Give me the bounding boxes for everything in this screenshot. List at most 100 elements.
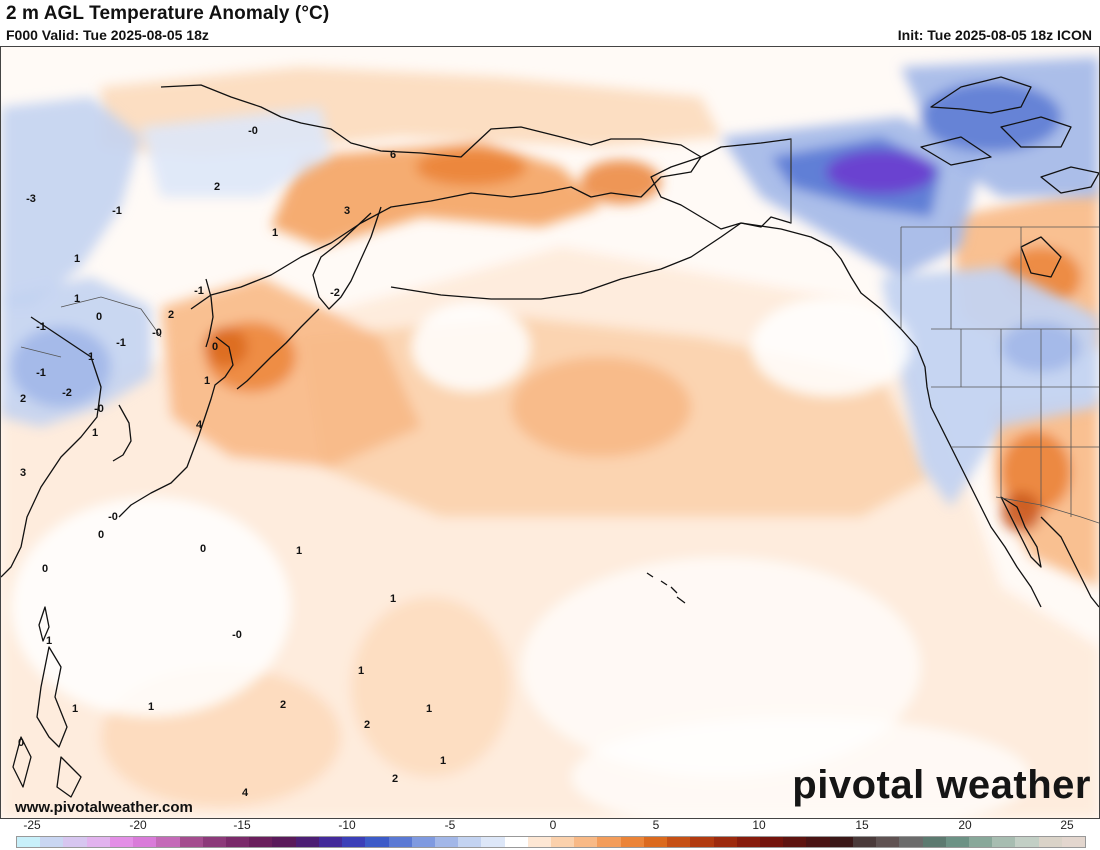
cool-field-northeast-asia (1, 97, 141, 307)
colorbar-swatch (156, 837, 180, 847)
coast-china (1, 316, 102, 578)
coast-hudson (1020, 236, 1062, 278)
coast-korea (112, 404, 132, 462)
cool-peak-yukon (826, 150, 936, 194)
anomaly-map (1, 57, 1099, 818)
colorbar-swatch (434, 837, 459, 847)
colorbar-swatch (690, 837, 714, 847)
colorbar-swatch (806, 837, 830, 847)
colorbar-swatch (597, 837, 621, 847)
coast-taiwan (38, 606, 50, 642)
colorbar-swatch (1015, 837, 1039, 847)
warm-core-hokkaido (204, 327, 248, 367)
colorbar-swatch (17, 837, 41, 847)
warm-core-sw-us (1001, 432, 1071, 512)
neutral-gulf-alaska (751, 297, 911, 397)
coast-kamchatka (312, 206, 382, 310)
coast-kurils (236, 308, 320, 390)
border-us-mexico (995, 496, 1099, 524)
coastlines (1, 76, 1099, 798)
colorbar-scale (16, 836, 1086, 848)
colorbar-swatch (225, 837, 250, 847)
pivotal-weather-logo: pivotal weather (792, 763, 1091, 807)
colorbar-tick-label: 25 (1060, 818, 1074, 832)
colorbar-swatch (713, 837, 737, 847)
neutral-north-pacific (411, 302, 531, 392)
warm-core-mexico (1001, 492, 1041, 532)
border-asia (20, 296, 162, 358)
colorbar-swatch (1061, 837, 1086, 847)
colorbar-swatch (133, 837, 157, 847)
coast-canadian-arctic (920, 76, 1099, 194)
anomaly-shading (1, 57, 1099, 818)
colorbar-swatch (295, 837, 319, 847)
map-title: 2 m AGL Temperature Anomaly (°C) (6, 3, 330, 24)
colorbar-swatch (272, 837, 296, 847)
cool-core-canadian-arctic (921, 82, 1061, 152)
colorbar-tick-label: 0 (549, 818, 557, 832)
colorbar-swatch (202, 837, 226, 847)
colorbar-swatch (481, 837, 505, 847)
colorbar-tick-label: 10 (752, 818, 766, 832)
colorbar-swatch (899, 837, 923, 847)
map-header: 2 m AGL Temperature Anomaly (°C) F000 Va… (0, 0, 1100, 46)
colorbar-swatch (86, 837, 110, 847)
colorbar-swatch (643, 837, 668, 847)
cool-field-arctic-asia (141, 107, 331, 197)
valid-time: F000 Valid: Tue 2025-08-05 18z (6, 27, 209, 43)
coast-mexico (1040, 516, 1099, 608)
colorbar-swatch (318, 837, 343, 847)
init-time: Init: Tue 2025-08-05 18z ICON (897, 27, 1092, 43)
coast-baja (1000, 496, 1042, 568)
colorbar-swatch (40, 837, 64, 847)
coast-sakhalin (205, 278, 214, 348)
colorbar-swatch (922, 837, 946, 847)
colorbar-swatch (945, 837, 969, 847)
colorbar-swatch (852, 837, 877, 847)
colorbar-swatch (527, 837, 552, 847)
colorbar-swatch (63, 837, 87, 847)
warm-core-central (511, 357, 691, 457)
border-us-states (931, 329, 1099, 517)
colorbar-swatch (760, 837, 784, 847)
warm-core-siberia (416, 149, 526, 185)
colorbar-swatch (1038, 837, 1062, 847)
colorbar-swatch (992, 837, 1016, 847)
coast-gulf-alaska (740, 222, 1042, 608)
colorbar-legend: -25 -20 -15 -10 -5 0 5 10 15 20 25 (16, 818, 1086, 850)
colorbar-tick-label: 15 (855, 818, 869, 832)
colorbar-tick-label: -20 (129, 818, 147, 832)
cool-core-china (11, 327, 111, 407)
colorbar-swatch (551, 837, 575, 847)
colorbar-swatch (365, 837, 389, 847)
political-borders (20, 139, 1099, 524)
coast-hawaii (646, 572, 686, 604)
site-url[interactable]: www.pivotalweather.com (15, 799, 193, 816)
map-panel: -0 6 2 -3 -1 3 1 1 1 -2 -1 0 -0 -1 2 1 0 -1 -1 -2 1 -0 1 2 4 3 -0 0… (0, 46, 1100, 819)
colorbar-tick-label: -5 (444, 818, 456, 832)
colorbar-swatch (783, 837, 807, 847)
colorbar-tick-label: -10 (338, 818, 356, 832)
colorbar-swatch (179, 837, 203, 847)
colorbar-tick-label: -15 (233, 818, 251, 832)
colorbar-swatch (342, 837, 366, 847)
colorbar-swatch (620, 837, 644, 847)
warm-core-chukotka (581, 160, 661, 204)
colorbar-tick-label: -25 (23, 818, 41, 832)
colorbar-swatch (829, 837, 853, 847)
colorbar-tick-label: 20 (958, 818, 972, 832)
coast-aleutians (390, 222, 742, 300)
colorbar-swatch (667, 837, 691, 847)
colorbar-tick-label: 5 (652, 818, 660, 832)
neutral-southeast (571, 717, 1031, 818)
warm-patch-south-2 (351, 597, 511, 777)
coast-japan (118, 336, 234, 518)
coast-philippines (12, 646, 82, 798)
colorbar-swatch (388, 837, 412, 847)
colorbar-swatch (458, 837, 482, 847)
colorbar-swatch (249, 837, 273, 847)
neutral-west-pacific (11, 497, 291, 717)
colorbar-swatch (109, 837, 134, 847)
colorbar-swatch (736, 837, 760, 847)
colorbar-ticks: -25 -20 -15 -10 -5 0 5 10 15 20 25 (16, 818, 1086, 834)
